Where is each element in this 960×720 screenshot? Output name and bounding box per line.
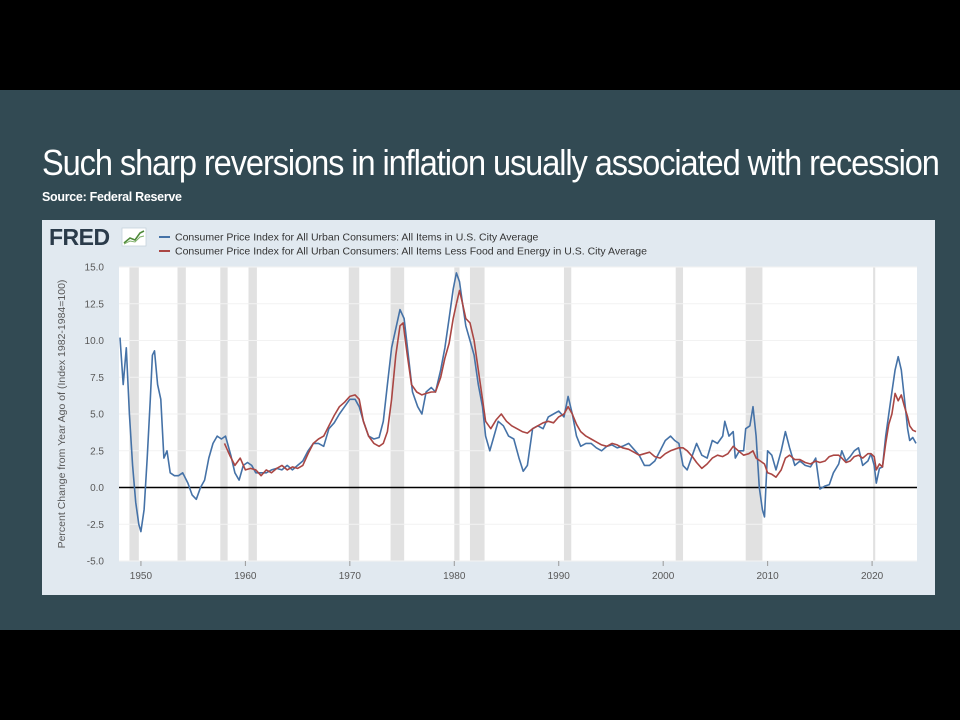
slide: Such sharp reversions in inflation usual… xyxy=(0,90,960,630)
y-axis-label: Percent Change from Year Ago of (Index 1… xyxy=(56,280,68,549)
legend-label-core: Consumer Price Index for All Urban Consu… xyxy=(175,246,647,258)
fred-graph-icon xyxy=(121,227,147,247)
fred-logo: FRED xyxy=(49,224,147,250)
inflation-chart: 15.0 12.5 10.0 7.5 5.0 2.5 0.0 -2.5 -5.0 1950 196… xyxy=(49,224,917,582)
y-tick-label: 10.0 xyxy=(85,336,105,347)
x-tick-label: 2010 xyxy=(757,571,780,582)
x-tick-label: 1980 xyxy=(443,571,466,582)
x-tick-label: 1960 xyxy=(234,571,257,582)
x-tick-label: 1970 xyxy=(339,571,362,582)
x-axis-ticks: 1950 1960 1970 1980 1990 2000 2010 2020 xyxy=(130,561,884,582)
x-tick-label: 1990 xyxy=(548,571,571,582)
y-axis-ticks: 15.0 12.5 10.0 7.5 5.0 2.5 0.0 -2.5 -5.0 xyxy=(85,263,105,568)
x-tick-label: 2020 xyxy=(861,571,884,582)
x-tick-label: 2000 xyxy=(652,571,675,582)
y-tick-label: -2.5 xyxy=(87,520,105,531)
slide-title: Such sharp reversions in inflation usual… xyxy=(42,142,940,183)
series-lines xyxy=(119,272,917,533)
series-line-core xyxy=(223,289,917,479)
y-tick-label: 0.0 xyxy=(90,483,104,494)
y-tick-label: 15.0 xyxy=(85,263,105,274)
fred-chart-panel: 15.0 12.5 10.0 7.5 5.0 2.5 0.0 -2.5 -5.0 1950 196… xyxy=(42,220,935,595)
slide-source: Source: Federal Reserve xyxy=(42,190,182,204)
legend-label-all-items: Consumer Price Index for All Urban Consu… xyxy=(175,232,539,244)
y-tick-label: -5.0 xyxy=(87,557,105,568)
y-tick-label: 5.0 xyxy=(90,410,104,421)
y-tick-label: 7.5 xyxy=(90,373,104,384)
y-tick-label: 2.5 xyxy=(90,446,104,457)
fred-wordmark: FRED xyxy=(49,224,110,250)
chart-legend: Consumer Price Index for All Urban Consu… xyxy=(159,232,647,258)
x-tick-label: 1950 xyxy=(130,571,153,582)
y-tick-label: 12.5 xyxy=(85,299,105,310)
